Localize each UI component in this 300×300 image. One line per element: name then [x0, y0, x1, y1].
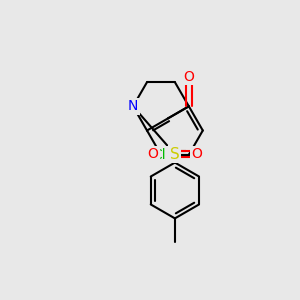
Text: Cl: Cl: [153, 148, 166, 162]
Text: O: O: [191, 147, 202, 161]
Text: N: N: [128, 99, 138, 113]
Text: O: O: [183, 70, 194, 84]
Text: S: S: [170, 147, 180, 162]
Text: O: O: [148, 147, 159, 161]
